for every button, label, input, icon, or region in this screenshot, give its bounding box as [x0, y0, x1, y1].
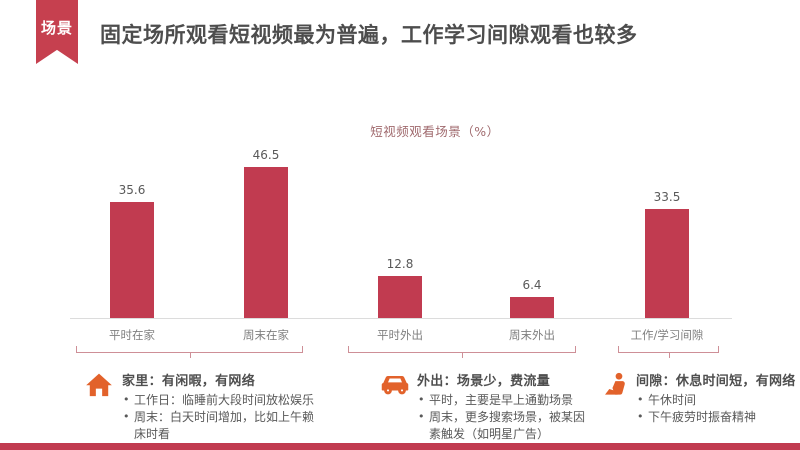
annotation-bullet: 周末，更多搜索场景，被某因素触发（如明星广告） — [417, 409, 592, 443]
annotation-bullets: 平时，主要是早上通勤场景 周末，更多搜索场景，被某因素触发（如明星广告） — [417, 392, 592, 443]
bar-category-label: 平时外出 — [377, 328, 423, 342]
annotation-home: 家里：有闲暇，有网络 工作日：临睡前大段时间放松娱乐 周末：白天时间增加，比如上… — [85, 368, 333, 443]
group-brace — [76, 346, 303, 358]
page-title: 固定场所观看短视频最为普遍，工作学习间隙观看也较多 — [100, 23, 638, 47]
group-brace — [618, 346, 719, 358]
bar — [110, 202, 154, 318]
annotation-heading: 外出：场景少，费流量 — [417, 374, 551, 389]
annotation-heading: 家里：有闲暇，有网络 — [122, 374, 256, 389]
annotation-bullet: 平时，主要是早上通勤场景 — [417, 392, 592, 409]
bar-value-label: 12.8 — [386, 257, 414, 271]
annotation-gap: 间隙：休息时间短，有网络 午休时间 下午疲劳时振奋精神 — [603, 368, 798, 426]
corner-ribbon: 场景 — [36, 0, 78, 64]
group-brace — [348, 346, 576, 358]
annotation-bullets: 工作日：临睡前大段时间放松娱乐 周末：白天时间增加，比如上午赖床时看 — [122, 392, 320, 443]
house-icon — [85, 371, 113, 399]
annotation-bullet: 午休时间 — [636, 392, 800, 409]
bar — [244, 167, 288, 318]
chart-title: 短视频观看场景（%） — [370, 124, 500, 139]
bar-category-label: 工作/学习间隙 — [630, 328, 704, 342]
x-axis-line — [70, 318, 732, 319]
bar — [378, 276, 422, 318]
footer-accent-bar — [0, 443, 800, 450]
bar-category-label: 周末外出 — [509, 328, 555, 342]
bar — [510, 297, 554, 318]
annotation-bullet: 工作日：临睡前大段时间放松娱乐 — [122, 392, 320, 409]
ribbon-label: 场景 — [40, 19, 73, 37]
worker-icon — [603, 371, 630, 399]
bar — [645, 209, 689, 318]
bar-value-label: 33.5 — [653, 190, 681, 204]
bar-value-label: 46.5 — [252, 148, 280, 162]
bar-value-label: 35.6 — [118, 183, 146, 197]
car-icon — [380, 371, 410, 397]
annotation-bullets: 午休时间 下午疲劳时振奋精神 — [636, 392, 800, 426]
annotation-heading: 间隙：休息时间短，有网络 — [636, 374, 796, 389]
annotation-bullet: 下午疲劳时振奋精神 — [636, 409, 800, 426]
bar-category-label: 周末在家 — [243, 328, 289, 342]
annotation-bullet: 周末：白天时间增加，比如上午赖床时看 — [122, 409, 320, 443]
bar-value-label: 6.4 — [522, 278, 542, 292]
bar-category-label: 平时在家 — [109, 328, 155, 342]
annotation-out: 外出：场景少，费流量 平时，主要是早上通勤场景 周末，更多搜索场景，被某因素触发… — [380, 368, 612, 443]
